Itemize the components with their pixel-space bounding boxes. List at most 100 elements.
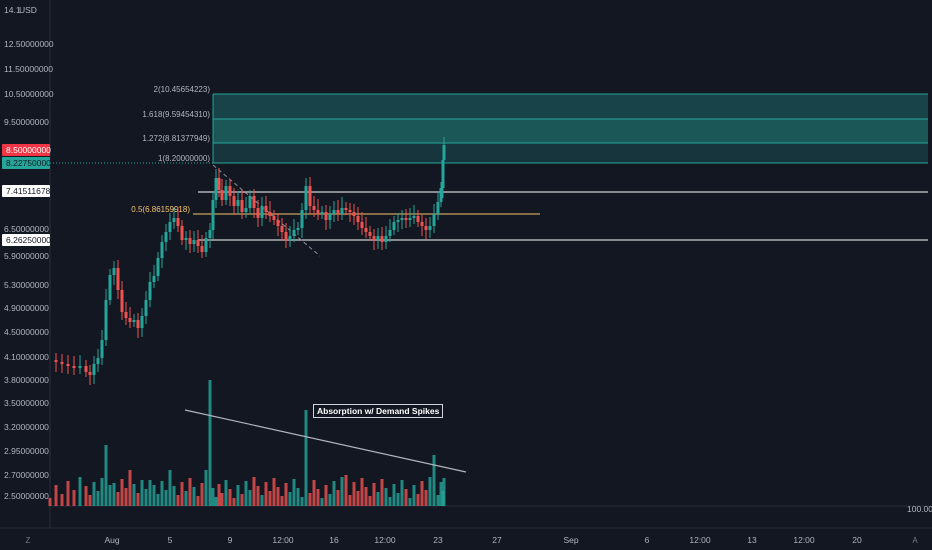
candle-body [268,212,272,216]
candle-body [400,218,404,220]
volume-bar [400,480,404,506]
volume-bar [120,479,124,506]
price-axis-tick: 5.90000000 [4,251,49,261]
volume-bar [176,495,180,506]
candle-body [424,226,428,230]
volume-bar [268,491,272,506]
price-axis-tick: 5.30000000 [4,280,49,290]
volume-bar [124,488,128,506]
time-axis-tick: 5 [168,535,173,545]
volume-bar [196,496,200,506]
volume-bar [292,479,296,506]
time-axis-tick: 23 [433,535,443,545]
volume-bar [408,498,412,506]
time-axis-tick: 12:00 [689,535,711,545]
candle-body [412,216,416,218]
candle-body [211,200,215,230]
candle-body [260,206,264,218]
volume-bar [252,477,256,506]
candle-body [156,258,160,276]
candle-body [148,282,152,300]
candle-body [364,228,368,232]
candle-body [244,208,248,212]
price-axis-tick: 3.80000000 [4,375,49,385]
volume-bar [296,488,300,506]
volume-bar [264,482,268,506]
candle-body [208,230,212,238]
volume-bar [204,470,208,506]
price-axis-tick: 6.50000000 [4,224,49,234]
candle-body [160,242,164,258]
volume-trendline[interactable] [184,409,467,473]
annotation-label[interactable]: Absorption w/ Demand Spikes [313,404,444,418]
price-tag-bg [2,234,50,246]
volume-bar [380,479,384,506]
volume-bar [156,494,160,506]
volume-bar [148,480,152,506]
price-tag-bg [2,185,50,197]
candle-body [372,236,376,240]
fib-level-label: 1.272(8.81377949) [142,134,210,143]
volume-bar [248,490,252,506]
volume-bar [78,477,82,506]
auto-scale-toggle-button[interactable]: A [912,536,918,545]
price-tag-value: 6.26250000 [6,235,51,245]
candle-body [340,208,344,214]
candle-body [236,200,240,206]
candle-body [442,145,446,160]
time-axis-tick: 9 [228,535,233,545]
volume-bar [368,496,372,506]
volume-bar [104,445,108,506]
volume-bar [88,495,92,506]
volume-bar [140,480,144,506]
candle-body [420,222,424,226]
candle-body [256,208,260,218]
volume-bar [388,497,392,506]
volume-bar [160,481,164,506]
candle-body [192,240,196,244]
price-axis-tick: 3.20000000 [4,422,49,432]
candle-body [140,316,144,328]
volume-bar [136,493,140,506]
retracement-label: 0.5(6.86159918) [131,205,190,214]
fib-zone-2-1618 [213,94,928,119]
candle-body [376,236,380,240]
candle-body [204,238,208,252]
candle-body [316,210,320,214]
price-axis-tick: 10.50000000 [4,89,54,99]
candle-body [224,186,228,200]
candle-body [232,196,236,206]
candle-body [214,178,218,200]
log-scale-toggle-button[interactable]: Z [25,536,31,545]
volume-bar [360,478,364,506]
candle-body [352,212,356,216]
fib-level-label: 2(10.45654223) [154,85,211,94]
fib-zone-1618-1272 [213,119,928,143]
volume-bar [172,486,176,506]
volume-bar [108,485,112,506]
fib-level-label: 1.618(9.59454310) [142,110,210,119]
candle-body [436,202,440,214]
candle-body [112,268,116,275]
time-axis-tick: 16 [329,535,339,545]
price-tag-value: 8.50000000 [6,145,51,155]
candle-body [108,275,112,300]
candle-body [66,364,70,366]
candle-body [217,178,221,190]
volume-bar [224,480,228,506]
candle-body [54,360,58,362]
candle-body [180,226,184,240]
volume-bar [180,482,184,506]
candle-body [100,340,104,358]
candle-body [439,188,443,202]
candle-body [272,216,276,220]
candle-body [136,320,140,328]
price-axis-top-value: 14.1 [4,5,21,15]
candle-body [92,364,96,375]
volume-bar [439,482,443,506]
fib-level-label: 1(8.20000000) [158,154,210,163]
candle-body [124,312,128,318]
candle-body [172,218,176,222]
